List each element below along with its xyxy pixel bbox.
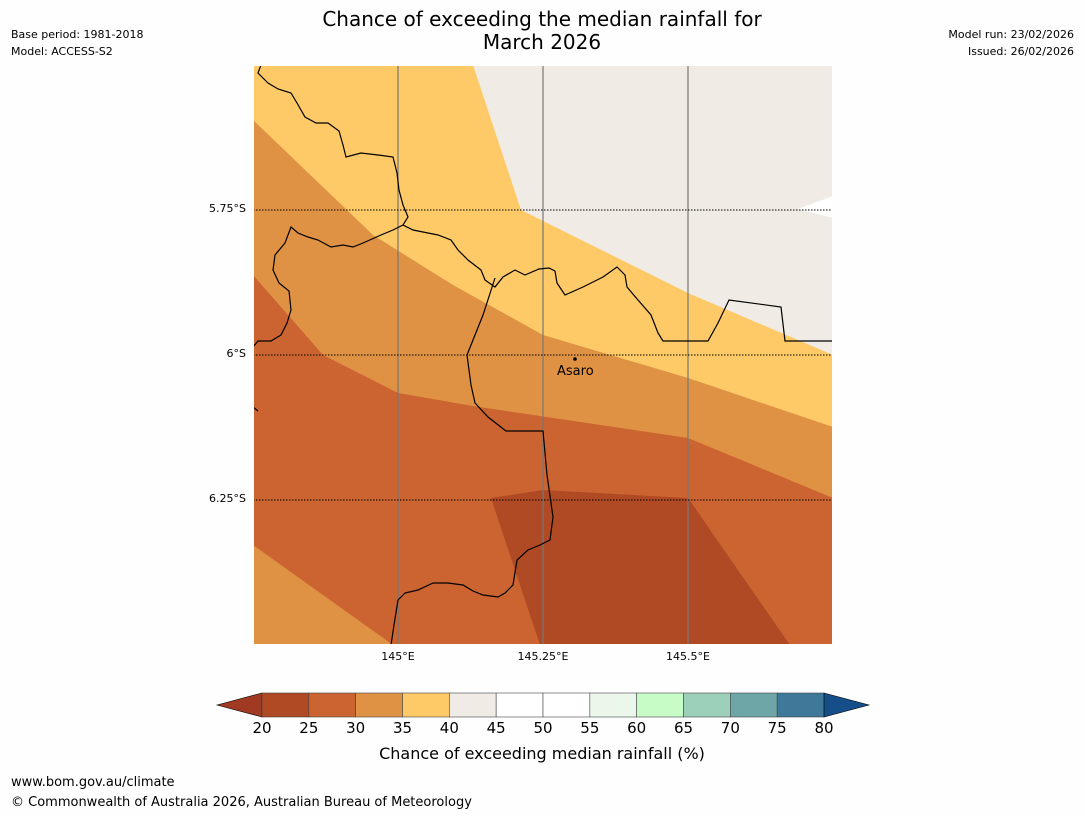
lon-label: 145°E bbox=[381, 650, 415, 663]
colorbar-tick-label: 40 bbox=[439, 719, 459, 737]
title-line-2: March 2026 bbox=[482, 30, 602, 54]
band-20-25 bbox=[491, 490, 790, 645]
colorbar-cell bbox=[776, 692, 825, 718]
town-marker bbox=[573, 357, 577, 361]
colorbar-cell bbox=[308, 692, 356, 718]
rainfall-map bbox=[253, 65, 833, 645]
lon-label: 145.25°E bbox=[517, 650, 569, 663]
town-label: Asaro bbox=[557, 364, 594, 379]
colorbar-tick-label: 70 bbox=[720, 719, 740, 737]
footer-copyright: © Commonwealth of Australia 2026, Austra… bbox=[11, 795, 472, 810]
colorbar-tick-label: 55 bbox=[580, 719, 600, 737]
colorbar-tick-label: 75 bbox=[767, 719, 787, 737]
colorbar-tick-label: 45 bbox=[486, 719, 506, 737]
province-borders bbox=[253, 65, 833, 645]
colorbar-cell bbox=[730, 692, 778, 718]
colorbar-cell bbox=[683, 692, 731, 718]
base-period: Base period: 1981-2018 bbox=[11, 28, 144, 41]
issued-date: Issued: 26/02/2026 bbox=[967, 45, 1074, 58]
colorbar-label: Chance of exceeding median rainfall (%) bbox=[379, 744, 705, 763]
lat-label: 5.75°S bbox=[209, 202, 246, 215]
colorbar-cell bbox=[495, 692, 544, 718]
footer-url: www.bom.gov.au/climate bbox=[11, 775, 175, 790]
map-frame bbox=[253, 65, 833, 645]
colorbar-ticks: 20 25 30 35 40 45 50 55 60 65 70 75 80 bbox=[238, 719, 848, 739]
colorbar-cell bbox=[589, 692, 637, 718]
model-run: Model run: 23/02/2026 bbox=[948, 28, 1074, 41]
colorbar-cell bbox=[636, 692, 684, 718]
colorbar-cell bbox=[542, 692, 591, 718]
colorbar-tick-label: 50 bbox=[533, 719, 553, 737]
colorbar-cell bbox=[261, 692, 310, 718]
colorbar-tick-label: 20 bbox=[252, 719, 272, 737]
colorbar-tick-label: 60 bbox=[627, 719, 647, 737]
lat-label: 6.25°S bbox=[209, 492, 246, 505]
colorbar-extend-low bbox=[215, 692, 263, 718]
graticule bbox=[253, 65, 833, 645]
colorbar-tick-label: 30 bbox=[346, 719, 366, 737]
band-45-50-edge bbox=[798, 196, 833, 218]
meta-right: Model run: 23/02/2026 Issued: 26/02/2026 bbox=[948, 26, 1074, 60]
colorbar-cell bbox=[355, 692, 403, 718]
meta-left: Base period: 1981-2018 Model: ACCESS-S2 bbox=[11, 26, 143, 60]
lon-label: 145.5°E bbox=[666, 650, 710, 663]
band-30-35-south bbox=[253, 545, 393, 645]
colorbar-tick-label: 35 bbox=[392, 719, 413, 737]
colorbar-extend-high bbox=[823, 692, 871, 718]
colorbar-cell bbox=[402, 692, 450, 718]
colorbar bbox=[215, 692, 871, 718]
colorbar-cell bbox=[449, 692, 497, 718]
colorbar-tick-label: 80 bbox=[814, 719, 834, 737]
colorbar-tick-label: 65 bbox=[673, 719, 694, 737]
model-name: Model: ACCESS-S2 bbox=[11, 45, 113, 58]
colorbar-tick-label: 25 bbox=[299, 719, 319, 737]
title-line-1: Chance of exceeding the median rainfall … bbox=[322, 7, 762, 31]
lat-label: 6°S bbox=[226, 347, 246, 360]
chart-title: Chance of exceeding the median rainfall … bbox=[242, 8, 842, 54]
